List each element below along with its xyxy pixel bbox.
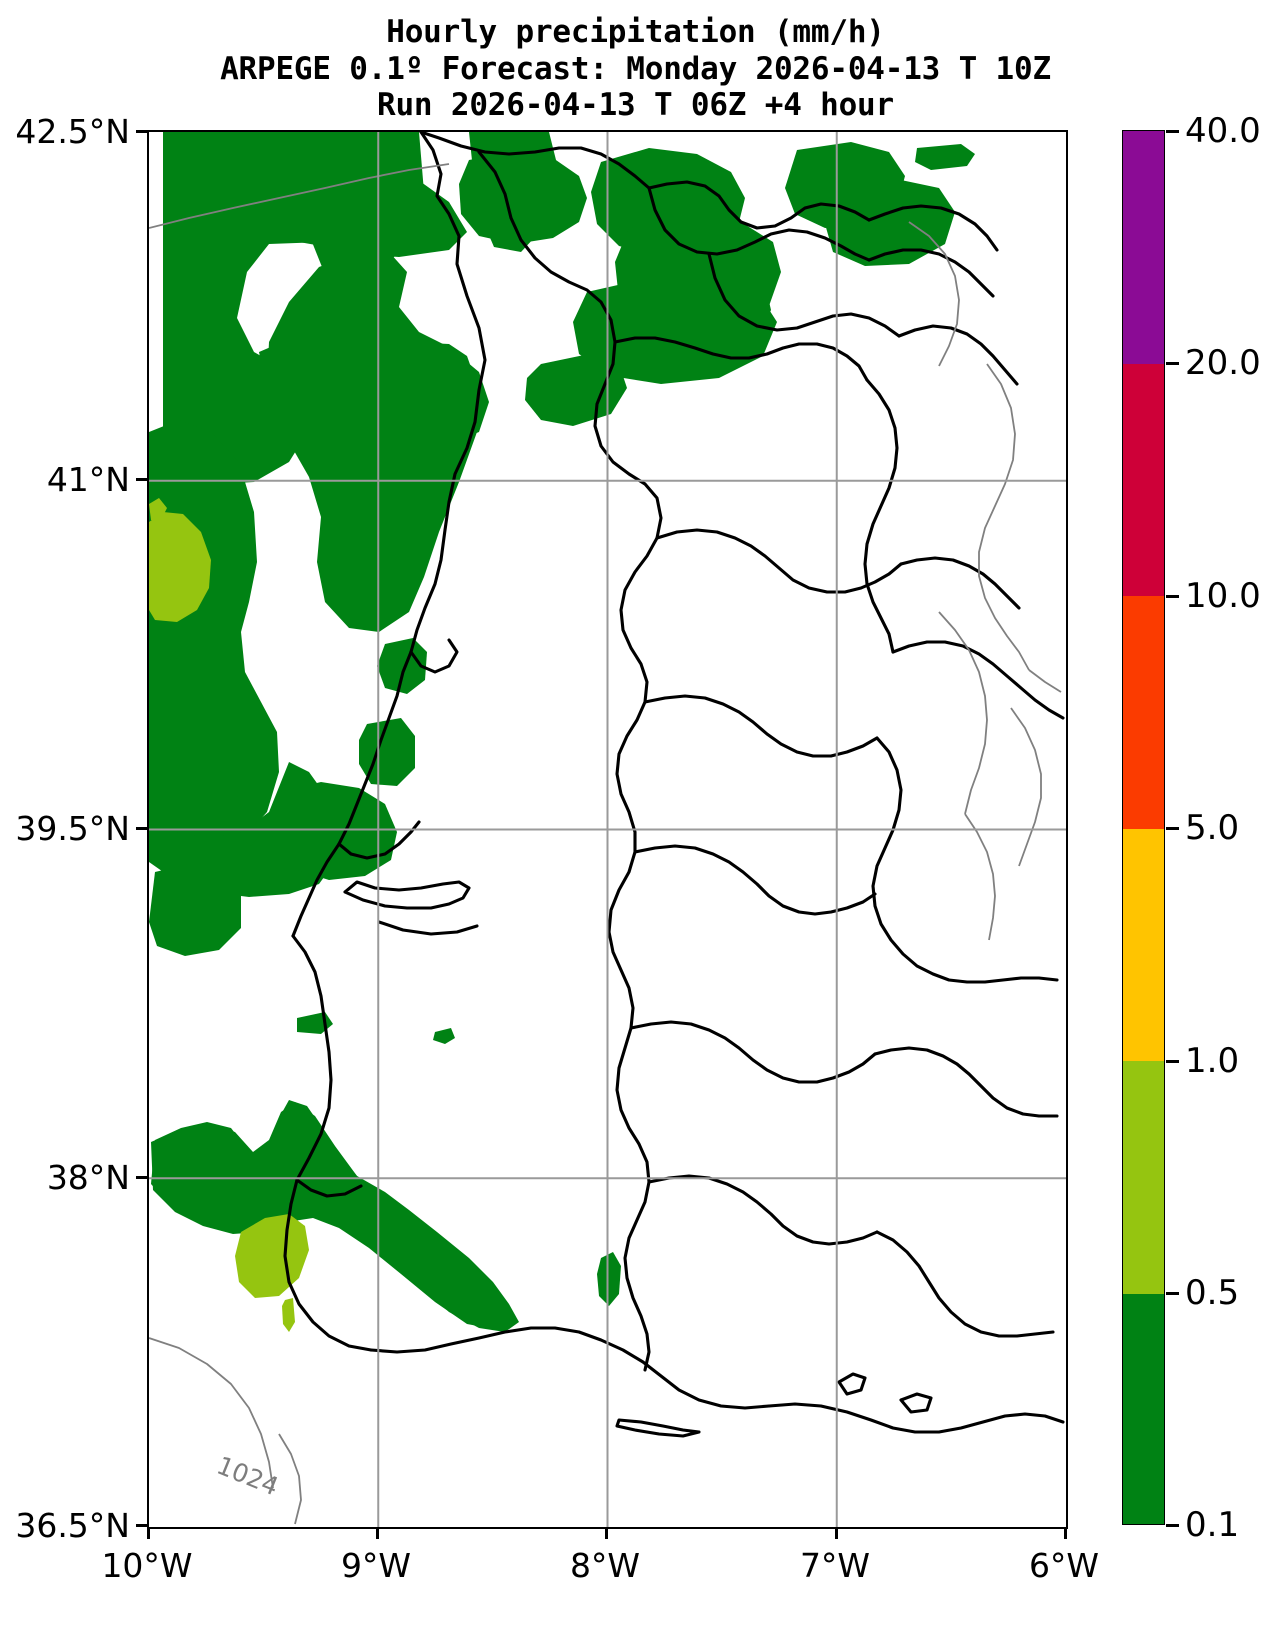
xtick-label-8W: 8°W	[569, 1546, 641, 1585]
isobar-label-1024: 1024	[213, 1451, 283, 1502]
precip-layer-0.5-1.0	[149, 498, 309, 1332]
ytick-mark-41N	[136, 478, 147, 481]
colorbar-label-20: 20.0	[1185, 343, 1261, 383]
ytick-mark-39p5N	[136, 827, 147, 830]
title-line-3: Run 2026-04-13 T 06Z +4 hour	[377, 87, 894, 124]
xtick-mark-9W	[376, 1528, 379, 1539]
ytick-mark-36p5N	[136, 1524, 147, 1527]
colorbar-label-5: 5.0	[1185, 808, 1240, 848]
map-plot-area: 1024	[147, 130, 1068, 1529]
title-line-2: ARPEGE 0.1º Forecast: Monday 2026-04-13 …	[220, 50, 1051, 87]
xtick-label-6W: 6°W	[1028, 1546, 1100, 1585]
map-svg: 1024	[149, 132, 1066, 1527]
colorbar-tick-20	[1166, 362, 1179, 365]
colorbar-label-0p5: 0.5	[1185, 1273, 1240, 1313]
xtick-label-9W: 9°W	[340, 1546, 412, 1585]
ytick-label-38N: 38°N	[46, 1158, 130, 1197]
xtick-label-7W: 7°W	[799, 1546, 871, 1585]
precip-layer-0.1-0.5	[149, 132, 975, 1332]
colorbar-tick-10	[1166, 595, 1179, 598]
colorbar-tick-40	[1166, 130, 1179, 133]
xtick-mark-8W	[605, 1528, 608, 1539]
colorbar-tick-0p1	[1166, 1524, 1179, 1527]
colorbar-label-40: 40.0	[1185, 111, 1261, 151]
ytick-label-36p5N: 36.5°N	[15, 1506, 130, 1545]
map-graticule	[149, 132, 1066, 1527]
ytick-label-39p5N: 39.5°N	[15, 809, 130, 848]
map-isobar-lines	[149, 163, 1062, 1525]
colorbar-band-0p1-0p5	[1123, 1293, 1164, 1524]
ytick-mark-38N	[136, 1176, 147, 1179]
colorbar-label-0p1: 0.1	[1185, 1505, 1240, 1545]
colorbar-tick-0p5	[1166, 1292, 1179, 1295]
colorbar-tick-1	[1166, 1060, 1179, 1063]
colorbar-band-1-5	[1123, 828, 1164, 1061]
colorbar-label-1: 1.0	[1185, 1041, 1240, 1081]
colorbar-label-10: 10.0	[1185, 576, 1261, 616]
ytick-mark-42p5N	[136, 130, 147, 133]
figure-title: Hourly precipitation (mm/h) ARPEGE 0.1º …	[0, 0, 1271, 124]
xtick-mark-7W	[835, 1528, 838, 1539]
colorbar-tick-5	[1166, 827, 1179, 830]
xtick-mark-6W	[1064, 1528, 1067, 1539]
title-line-1: Hourly precipitation (mm/h)	[386, 14, 885, 50]
ytick-label-42p5N: 42.5°N	[15, 112, 130, 151]
xtick-label-10W: 10°W	[101, 1546, 193, 1585]
colorbar-band-10-20	[1123, 363, 1164, 596]
map-coastlines-and-borders	[283, 132, 1065, 1438]
colorbar-band-20-40	[1123, 131, 1164, 364]
colorbar	[1122, 130, 1165, 1525]
colorbar-band-5-10	[1123, 596, 1164, 829]
xtick-mark-10W	[147, 1528, 150, 1539]
ytick-label-41N: 41°N	[46, 460, 130, 499]
colorbar-band-0p5-1	[1123, 1061, 1164, 1294]
